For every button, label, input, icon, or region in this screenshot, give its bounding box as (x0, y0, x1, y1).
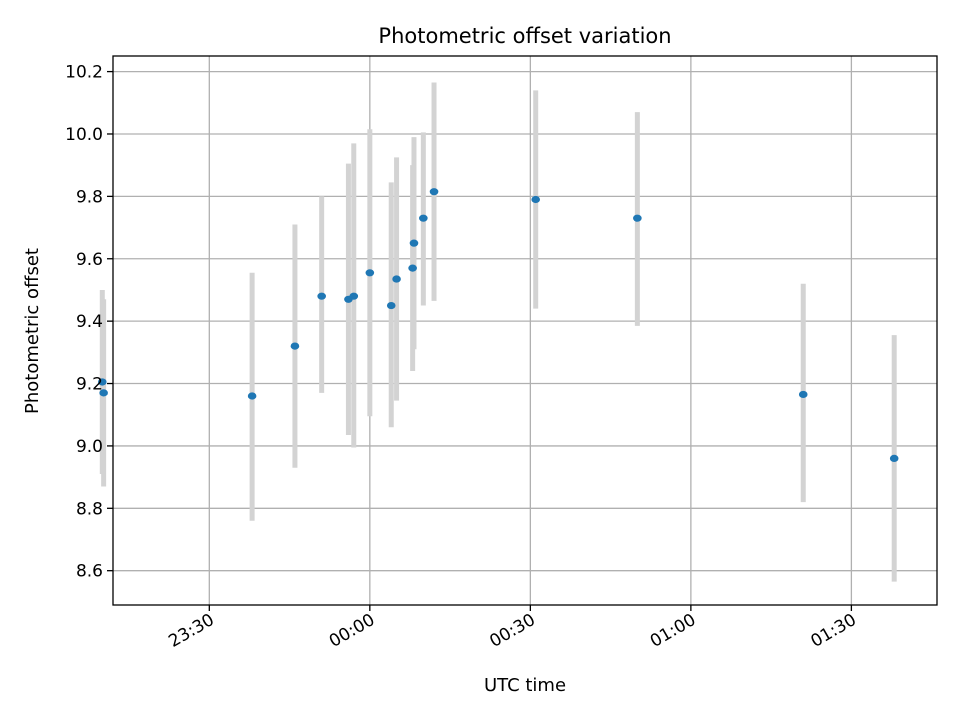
y-tick-label: 10.0 (65, 125, 103, 145)
chart-title: Photometric offset variation (378, 24, 671, 48)
data-point (386, 301, 396, 310)
data-point (317, 292, 326, 300)
data-point (392, 275, 401, 283)
data-point (633, 214, 642, 222)
y-axis-title: Photometric offset (22, 248, 43, 414)
data-point (798, 390, 808, 399)
x-axis-title: UTC time (484, 675, 566, 696)
y-tick-label: 8.6 (76, 562, 103, 582)
data-point (429, 188, 439, 196)
data-point (247, 392, 257, 400)
y-tick-label: 8.8 (76, 499, 103, 519)
data-point (408, 264, 417, 272)
data-point (889, 454, 899, 462)
y-tick-label: 9.2 (76, 375, 103, 395)
y-tick-label: 10.2 (65, 63, 103, 83)
plot-frame (112, 55, 938, 606)
data-point (290, 342, 300, 350)
data-points (97, 188, 899, 462)
data-point (531, 195, 541, 204)
y-tick-label: 9.8 (76, 187, 103, 207)
data-point (419, 214, 428, 222)
y-tick-label: 9.6 (76, 250, 103, 270)
y-tick-label: 9.0 (76, 437, 103, 457)
data-point (349, 292, 359, 300)
y-tick-label: 9.4 (76, 312, 103, 332)
grid-lines (113, 56, 937, 605)
data-point (99, 389, 108, 397)
data-point (409, 239, 419, 247)
data-point (97, 378, 107, 386)
data-point (365, 269, 375, 277)
